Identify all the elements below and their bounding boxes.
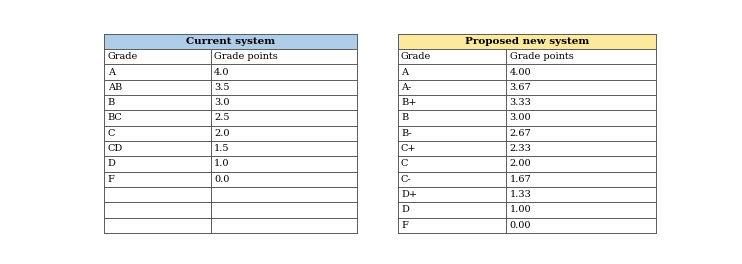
Text: 2.33: 2.33 xyxy=(510,144,531,153)
Text: F: F xyxy=(401,221,408,230)
Text: 2.5: 2.5 xyxy=(214,114,229,122)
Text: 3.67: 3.67 xyxy=(510,83,531,92)
Text: Proposed new system: Proposed new system xyxy=(464,37,589,46)
Text: 1.33: 1.33 xyxy=(510,190,531,199)
Text: Grade: Grade xyxy=(401,52,431,61)
Text: B: B xyxy=(401,114,408,122)
Text: 2.0: 2.0 xyxy=(214,129,229,138)
Text: A: A xyxy=(108,68,115,77)
Bar xyxy=(104,34,358,49)
Text: BC: BC xyxy=(108,114,122,122)
Bar xyxy=(398,34,657,49)
Text: 1.5: 1.5 xyxy=(214,144,229,153)
Text: 1.00: 1.00 xyxy=(510,205,531,214)
Text: Current system: Current system xyxy=(186,37,275,46)
Text: 2.00: 2.00 xyxy=(510,159,531,168)
Text: 3.00: 3.00 xyxy=(510,114,531,122)
Text: C-: C- xyxy=(401,175,412,184)
Text: AB: AB xyxy=(108,83,122,92)
Text: Grade points: Grade points xyxy=(214,52,278,61)
Text: 1.0: 1.0 xyxy=(214,159,229,168)
Text: B+: B+ xyxy=(401,98,416,107)
Text: 0.00: 0.00 xyxy=(510,221,531,230)
Text: 3.5: 3.5 xyxy=(214,83,229,92)
Text: A-: A- xyxy=(401,83,411,92)
Text: 2.67: 2.67 xyxy=(510,129,531,138)
Text: 0.0: 0.0 xyxy=(214,175,229,184)
Bar xyxy=(104,49,358,233)
Text: F: F xyxy=(108,175,114,184)
Text: Grade points: Grade points xyxy=(510,52,574,61)
Text: C: C xyxy=(401,159,408,168)
Text: D+: D+ xyxy=(401,190,417,199)
Text: D: D xyxy=(401,205,409,214)
Text: A: A xyxy=(401,68,408,77)
Text: 1.67: 1.67 xyxy=(510,175,531,184)
Text: 4.00: 4.00 xyxy=(510,68,531,77)
Text: B-: B- xyxy=(401,129,412,138)
Text: Grade: Grade xyxy=(108,52,138,61)
Text: 3.33: 3.33 xyxy=(510,98,531,107)
Text: 3.0: 3.0 xyxy=(214,98,229,107)
Text: D: D xyxy=(108,159,116,168)
Text: C: C xyxy=(108,129,115,138)
Text: C+: C+ xyxy=(401,144,416,153)
Bar xyxy=(398,49,657,233)
Text: B: B xyxy=(108,98,115,107)
Text: 4.0: 4.0 xyxy=(214,68,229,77)
Text: CD: CD xyxy=(108,144,123,153)
